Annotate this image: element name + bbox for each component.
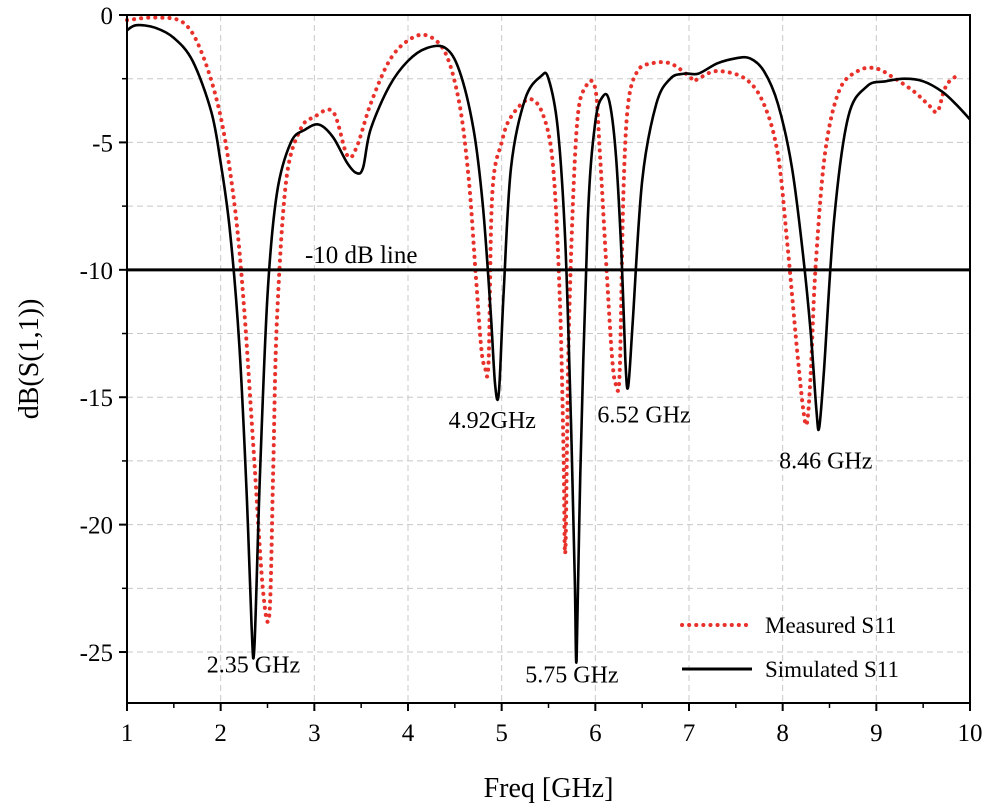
y-tick-label: -10: [80, 258, 113, 285]
x-tick-label: 7: [683, 720, 696, 747]
axis-ticks: 1 2 3 4 5 6 7 8 9 10 0 -5 -10 -15 -20 -25: [80, 3, 983, 747]
annotation-label: 5.75 GHz: [525, 663, 618, 689]
series-line-measured-s11: [125, 15, 963, 624]
x-tick-label: 10: [958, 720, 983, 747]
series-line-simulated-s11: [126, 23, 971, 664]
x-tick-label: 3: [308, 720, 321, 747]
plot-frame: [126, 14, 971, 704]
x-tick-label: 4: [402, 720, 415, 747]
plot-series: [125, 15, 971, 664]
annotation-label: 2.35 GHz: [207, 652, 300, 678]
annotation-label: 8.46 GHz: [779, 449, 872, 475]
legend: Measured S11 Simulated S11: [680, 613, 899, 682]
y-tick-label: -5: [92, 130, 113, 157]
y-tick-label: -20: [80, 513, 113, 540]
x-tick-label: 8: [776, 720, 789, 747]
x-tick-label: 9: [870, 720, 883, 747]
x-tick-label: 1: [121, 720, 134, 747]
x-axis-label: Freq [GHz]: [484, 773, 614, 804]
x-tick-label: 2: [214, 720, 227, 747]
grid-lines: [127, 15, 970, 703]
annotation-label: 6.52 GHz: [597, 403, 690, 429]
y-tick-label: 0: [101, 3, 114, 30]
y-tick-label: -25: [80, 640, 113, 667]
y-axis-label: dB(S(1,1)): [14, 299, 45, 420]
reference-line-label: -10 dB line: [305, 242, 418, 269]
legend-label: Measured S11: [765, 613, 896, 638]
frequency-annotations: 2.35 GHz 4.92GHz 5.75 GHz 6.52 GHz 8.46 GHz: [207, 403, 873, 689]
legend-label: Simulated S11: [765, 657, 899, 682]
y-tick-label: -15: [80, 385, 113, 412]
x-tick-label: 5: [495, 720, 508, 747]
annotation-label: 4.92GHz: [449, 408, 536, 434]
x-tick-label: 6: [589, 720, 602, 747]
